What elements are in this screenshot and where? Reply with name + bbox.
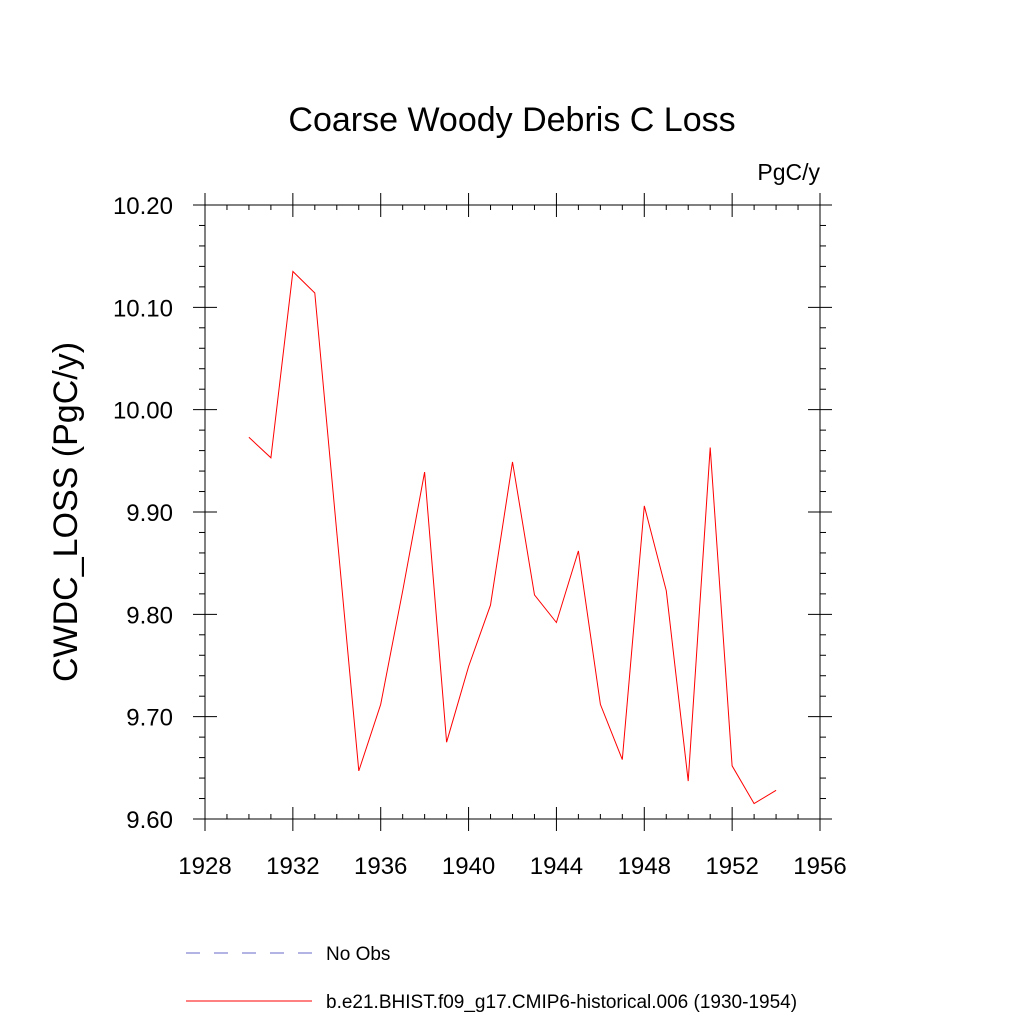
legend: No Obs b.e21.BHIST.f09_g17.CMIP6-histori… bbox=[186, 944, 797, 1013]
x-tick-label: 1952 bbox=[705, 853, 758, 880]
series-layer bbox=[248, 270, 777, 805]
x-tick-label: 1956 bbox=[793, 853, 846, 880]
y-axis-label: CWDC_LOSS (PgC/y) bbox=[47, 342, 85, 682]
x-tick-label: 1928 bbox=[178, 853, 231, 880]
units-label: PgC/y bbox=[757, 159, 820, 185]
legend-label-no-obs: No Obs bbox=[326, 944, 390, 965]
x-tick-label: 1948 bbox=[618, 853, 671, 880]
x-tick-label: 1940 bbox=[442, 853, 495, 880]
chart-title: Coarse Woody Debris C Loss bbox=[288, 101, 735, 139]
y-tick-label: 10.20 bbox=[113, 193, 173, 220]
x-tick-label: 1944 bbox=[530, 853, 583, 880]
y-tick-label: 9.60 bbox=[126, 807, 173, 834]
y-tick-label: 9.80 bbox=[126, 602, 173, 629]
series-line bbox=[248, 270, 777, 805]
axis-ticks bbox=[193, 193, 832, 831]
legend-label-historical: b.e21.BHIST.f09_g17.CMIP6-historical.006… bbox=[326, 992, 797, 1013]
y-tick-label: 9.90 bbox=[126, 500, 173, 527]
plot-frame bbox=[204, 204, 821, 820]
axis-tick-labels: 1928 1932 1936 1940 1944 1948 1952 1956 9.60 9.70… bbox=[113, 193, 847, 880]
y-tick-label: 10.10 bbox=[113, 295, 173, 322]
y-tick-label: 10.00 bbox=[113, 398, 173, 425]
x-tick-label: 1932 bbox=[266, 853, 319, 880]
y-tick-label: 9.70 bbox=[126, 705, 173, 732]
x-tick-label: 1936 bbox=[354, 853, 407, 880]
